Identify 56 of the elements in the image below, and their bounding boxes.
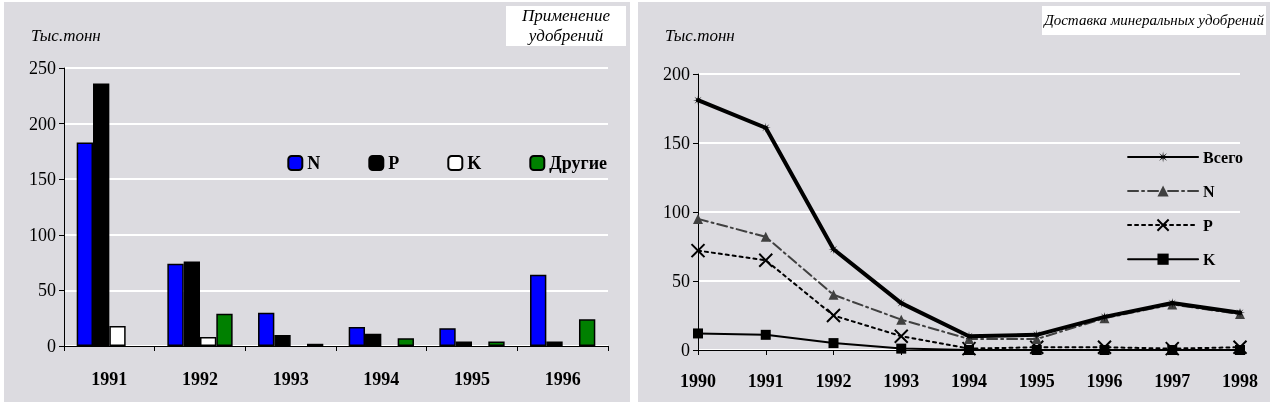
x-tick-label: 1991 bbox=[91, 369, 128, 389]
y-tick-label: 100 bbox=[29, 224, 56, 245]
point bbox=[693, 213, 703, 224]
x-tick-label: 1995 bbox=[1018, 371, 1055, 391]
y-tick-label: 250 bbox=[29, 58, 56, 78]
point bbox=[760, 231, 771, 242]
x-tick-label: 1994 bbox=[951, 371, 987, 391]
chart-title: Доставка минеральных удобрений bbox=[1042, 6, 1266, 35]
legend-label: Другие bbox=[549, 153, 608, 173]
point bbox=[1029, 339, 1045, 355]
legend-label: Всего bbox=[1203, 148, 1243, 166]
point bbox=[760, 329, 771, 340]
point bbox=[961, 341, 977, 357]
point bbox=[690, 243, 706, 259]
y-tick-label: 50 bbox=[38, 280, 56, 301]
legend-label: K bbox=[467, 153, 482, 173]
y-axis-title: Тыс.тонн bbox=[665, 26, 735, 45]
x-tick-label: 1993 bbox=[272, 369, 309, 389]
point bbox=[828, 338, 839, 349]
chart-title: Применение удобрений bbox=[506, 6, 626, 46]
x-tick-label: 1993 bbox=[883, 371, 920, 391]
x-tick-label: 1996 bbox=[1086, 371, 1123, 391]
x-tick-label: 1991 bbox=[747, 371, 784, 391]
x-tick-label: 1990 bbox=[680, 371, 716, 391]
y-axis-title: Тыс.тонн bbox=[31, 26, 101, 45]
legend-label: P bbox=[388, 153, 400, 173]
legend-label: P bbox=[1203, 216, 1214, 234]
point bbox=[826, 308, 841, 323]
legend-label: N bbox=[307, 153, 321, 173]
y-tick-label: 0 bbox=[47, 336, 56, 356]
legend-label: K bbox=[1203, 250, 1217, 268]
y-tick-label: 100 bbox=[663, 202, 690, 222]
point bbox=[828, 244, 839, 255]
point bbox=[1164, 341, 1180, 357]
point bbox=[828, 289, 839, 300]
x-tick-label: 1992 bbox=[815, 371, 852, 391]
y-tick-label: 200 bbox=[29, 113, 56, 134]
point bbox=[896, 314, 907, 325]
x-tick-label: 1997 bbox=[1154, 371, 1191, 391]
point bbox=[893, 328, 909, 344]
point bbox=[758, 252, 774, 268]
x-tick-label: 1995 bbox=[454, 369, 490, 389]
y-tick-label: 150 bbox=[663, 133, 690, 153]
y-tick-label: 0 bbox=[681, 340, 690, 360]
y-tick-label: 200 bbox=[663, 64, 690, 84]
point bbox=[1097, 339, 1112, 355]
legend-label: N bbox=[1203, 182, 1216, 200]
point bbox=[896, 343, 907, 354]
y-tick-label: 50 bbox=[672, 271, 690, 291]
y-tick-label: 150 bbox=[29, 169, 56, 190]
point bbox=[693, 328, 703, 339]
x-tick-label: 1994 bbox=[363, 369, 400, 389]
point bbox=[1232, 339, 1248, 355]
x-tick-label: 1998 bbox=[1222, 371, 1258, 391]
x-tick-label: 1992 bbox=[182, 369, 218, 389]
x-tick-label: 1996 bbox=[544, 369, 581, 389]
